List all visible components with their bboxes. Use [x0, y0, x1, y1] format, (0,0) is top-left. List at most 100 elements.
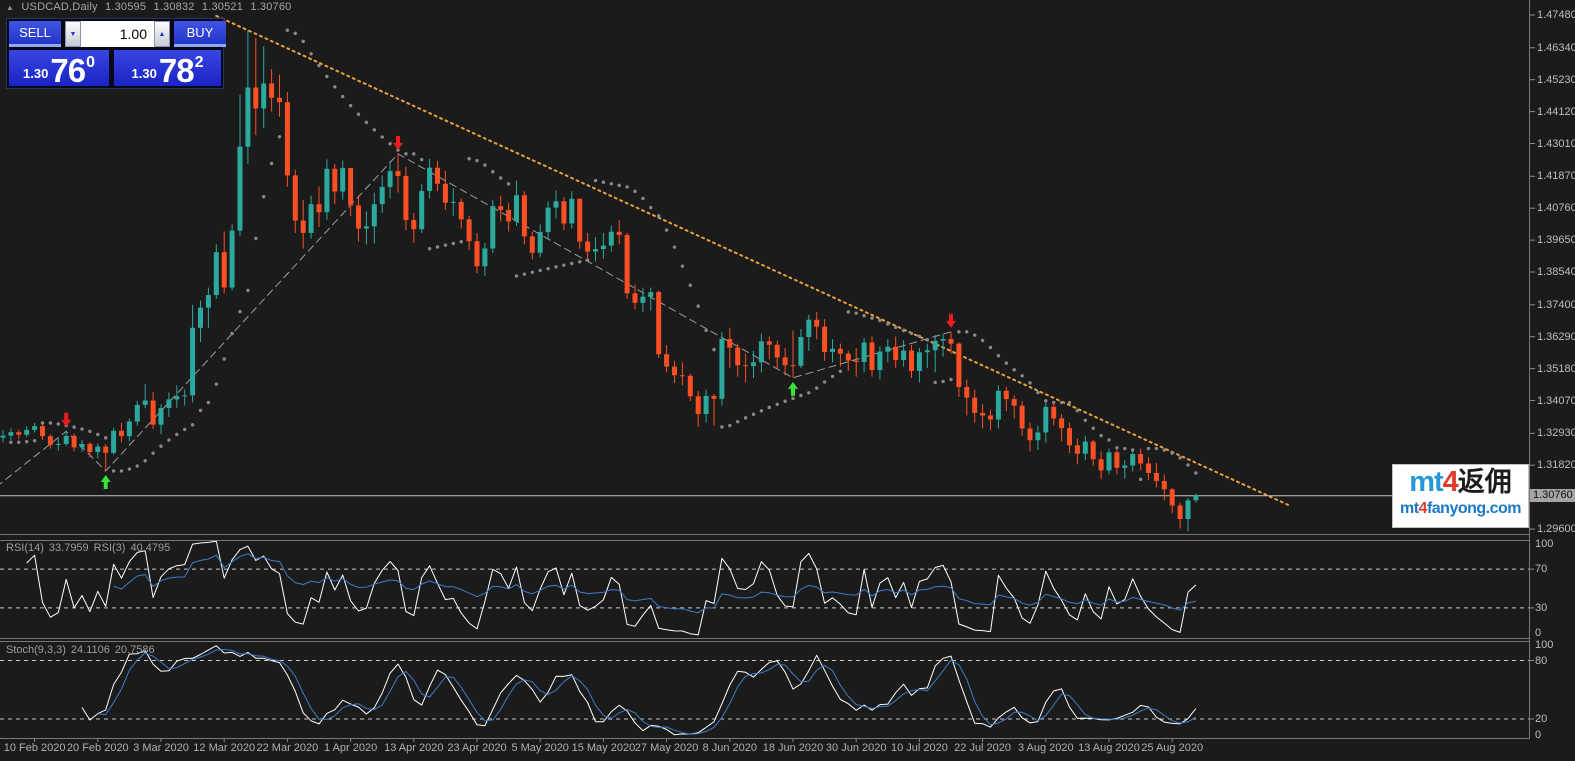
candle-body — [648, 292, 654, 297]
candle-body — [1019, 405, 1025, 429]
sar-dot — [822, 380, 827, 384]
candle-body — [1130, 454, 1136, 466]
candle-body — [687, 375, 693, 397]
candle-body — [435, 167, 440, 184]
sar-dot — [862, 314, 866, 318]
candle-body — [221, 252, 227, 288]
sar-dot — [17, 440, 21, 444]
candle-body — [679, 375, 685, 377]
sar-dot — [925, 338, 929, 342]
volume-decrease-button[interactable]: ▼ — [65, 21, 81, 47]
sell-button[interactable]: SELL — [9, 21, 61, 47]
trendline-layer — [215, 14, 1292, 508]
sar-dot — [815, 386, 819, 390]
time-tick-label: 23 Apr 2020 — [447, 742, 507, 754]
sar-dot — [1059, 400, 1064, 405]
sar-dot — [886, 322, 890, 326]
candle-body — [806, 319, 812, 337]
sar-dot — [143, 459, 147, 463]
candle-body — [1074, 445, 1080, 454]
candle-body — [379, 186, 385, 205]
collapse-triangle-icon: ▲ — [6, 3, 15, 12]
sar-dot — [949, 377, 953, 382]
candle-body — [790, 365, 796, 367]
sar-dot — [412, 152, 416, 156]
candle-body — [1035, 432, 1041, 441]
sar-dot — [751, 412, 756, 416]
volume-input[interactable] — [81, 21, 154, 47]
time-tick-label: 8 Jun 2020 — [702, 742, 758, 754]
sar-dot — [743, 416, 748, 420]
candle-body — [356, 205, 361, 229]
candle-body — [514, 195, 519, 222]
buy-button[interactable]: BUY — [174, 21, 226, 47]
sar-dot — [767, 405, 771, 410]
candle-body — [1090, 441, 1096, 460]
candle-body — [735, 347, 741, 366]
sar-dot — [32, 439, 37, 443]
candle-body — [103, 446, 109, 453]
candle-body — [363, 226, 369, 229]
candle-body — [727, 339, 733, 348]
sar-dot — [404, 152, 408, 156]
sar-dot — [127, 467, 132, 471]
sar-dot — [546, 266, 550, 271]
sar-dot — [917, 334, 922, 338]
candle-body — [766, 341, 772, 345]
candle-body — [182, 395, 188, 397]
bid-ask-row: 1.30 76 0 1.30 78 2 — [9, 50, 221, 87]
sar-dot — [269, 161, 274, 166]
price-tick-label: 1.35180 — [1537, 362, 1575, 375]
candle-body — [71, 435, 77, 448]
candle-body — [774, 344, 780, 358]
rsi-fast-value: 40.4795 — [130, 542, 171, 554]
candle-body — [743, 365, 749, 367]
time-tick-label: 3 Aug 2020 — [1017, 742, 1074, 754]
candle-body — [1114, 452, 1120, 468]
sar-dot — [25, 439, 29, 444]
ohlc-open: 1.30595 — [105, 1, 147, 13]
indicator-scale-label: 100 — [1535, 538, 1554, 550]
candle-body — [932, 340, 938, 351]
candle-body — [292, 175, 298, 221]
sar-dot — [973, 333, 977, 337]
volume-increase-button[interactable]: ▲ — [154, 21, 170, 47]
time-tick-label: 5 May 2020 — [511, 742, 569, 754]
candle-body — [964, 387, 970, 398]
sar-dot — [325, 74, 329, 79]
sar-dot — [988, 345, 993, 350]
sar-dot — [167, 438, 171, 442]
candle-body — [458, 201, 464, 220]
time-tick-label: 13 Apr 2020 — [384, 742, 444, 754]
sar-dot — [759, 409, 764, 413]
sar-dot — [1154, 446, 1159, 451]
bid-price-box[interactable]: 1.30 76 0 — [9, 50, 109, 87]
candle-body — [909, 350, 914, 371]
candle-body — [703, 395, 709, 415]
candle-body — [111, 430, 117, 453]
sar-dot — [175, 432, 179, 437]
sar-dot — [206, 400, 211, 405]
candle-body — [553, 201, 559, 208]
candle-body — [174, 396, 180, 400]
time-tick-label: 10 Feb 2020 — [3, 742, 66, 754]
sar-dot — [688, 283, 692, 287]
candle-body — [853, 360, 859, 363]
sar-dot — [909, 331, 914, 336]
candle-body — [980, 412, 986, 416]
pane-frames-layer — [0, 0, 1535, 742]
candle-body — [8, 432, 14, 436]
sar-dot — [80, 427, 84, 431]
sar-dot — [88, 429, 92, 434]
indicator-scale-label: 20 — [1535, 713, 1548, 725]
sar-dot — [649, 205, 653, 210]
price-tick-label: 1.40760 — [1537, 202, 1575, 215]
stoch-main-line — [81, 645, 1197, 736]
buy-arrow-icon — [788, 381, 798, 396]
sar-dot — [451, 241, 455, 246]
ask-price-box[interactable]: 1.30 78 2 — [114, 50, 221, 87]
candle-body — [956, 343, 962, 388]
candle-body — [411, 219, 417, 230]
candle-body — [332, 168, 338, 192]
